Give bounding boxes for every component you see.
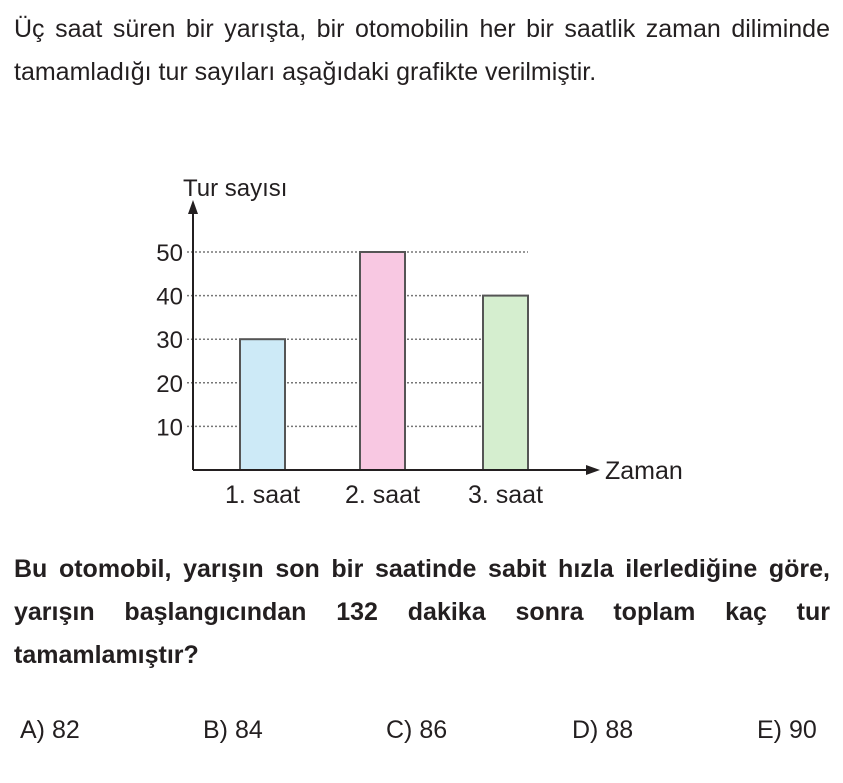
x-axis-label: Zaman [605,457,683,485]
y-axis-label: Tur sayısı [183,175,287,202]
answer-a[interactable]: A) 82 [20,716,80,744]
bar-chart: Tur sayısı Zaman 10 20 30 40 50 1. saat 2. sa… [156,175,683,509]
question-text: Bu otomobil, yarışın son bir saatinde sa… [14,555,830,669]
answer-b[interactable]: B) 84 [203,716,263,744]
answer-c[interactable]: C) 86 [386,716,448,744]
bar-3 [482,294,529,471]
bar-2 [359,251,406,471]
y-tick-label: 20 [156,371,183,398]
answer-d[interactable]: D) 88 [572,716,634,744]
y-tick-label: 10 [156,414,183,441]
intro-text: Üç saat süren bir yarışta, bir otomobili… [14,15,830,86]
x-axis-arrow-icon [586,465,600,475]
y-tick-label: 50 [156,240,183,267]
x-tick-label: 1. saat [225,481,300,509]
bar-1 [239,338,286,472]
y-tick-labels: 10 20 30 40 50 [156,240,183,441]
answer-e[interactable]: E) 90 [757,716,817,744]
x-tick-label: 2. saat [345,481,420,509]
y-tick-label: 40 [156,284,183,311]
y-axis-arrow-icon [188,200,198,214]
grid-lines [187,251,528,428]
bars [239,251,529,472]
x-tick-label: 3. saat [468,481,543,509]
x-tick-labels: 1. saat 2. saat 3. saat [225,481,543,509]
y-tick-label: 30 [156,327,183,354]
